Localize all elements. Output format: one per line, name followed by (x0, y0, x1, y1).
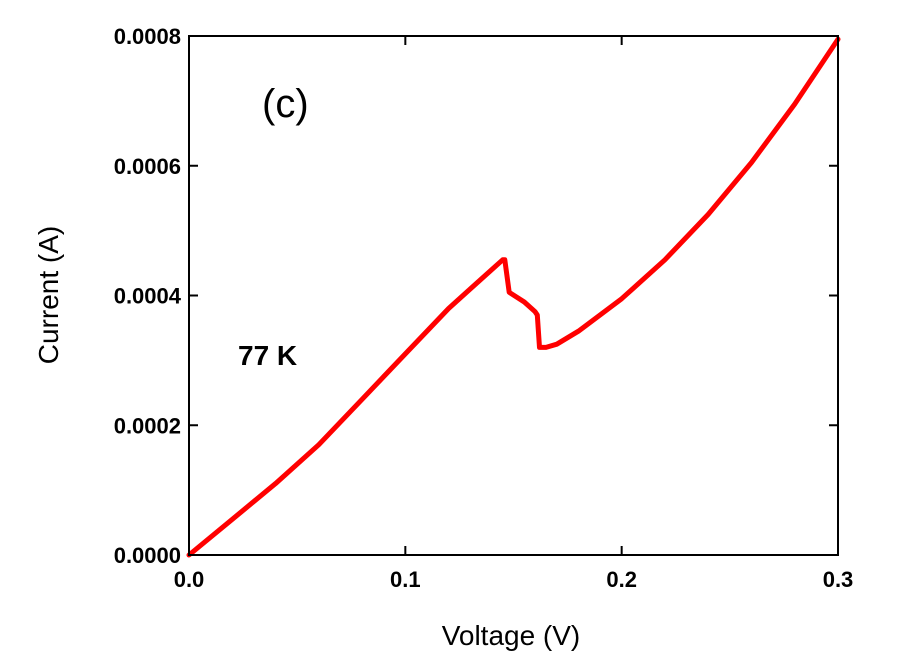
x-axis-title: Voltage (V) (442, 620, 581, 651)
y-tick-label: 0.0000 (114, 543, 181, 568)
panel-label: (c) (262, 82, 309, 126)
x-tick-label: 0.0 (174, 567, 205, 592)
x-tick-labels: 0.0 0.1 0.2 0.3 (174, 567, 854, 592)
y-tick-label: 0.0004 (114, 284, 182, 309)
y-tick-labels: 0.0000 0.0002 0.0004 0.0006 0.0008 (114, 24, 182, 568)
x-tick-label: 0.3 (823, 567, 854, 592)
temperature-label: 77 K (238, 340, 297, 371)
y-tick-label: 0.0008 (114, 24, 181, 49)
current-voltage-series-line (186, 36, 841, 558)
y-axis-title: Current (A) (33, 226, 64, 364)
plot-frame (188, 35, 839, 556)
x-tick-label: 0.1 (390, 567, 421, 592)
y-tick-label: 0.0006 (114, 154, 181, 179)
y-tick-label: 0.0002 (114, 413, 181, 438)
x-tick-label: 0.2 (606, 567, 637, 592)
